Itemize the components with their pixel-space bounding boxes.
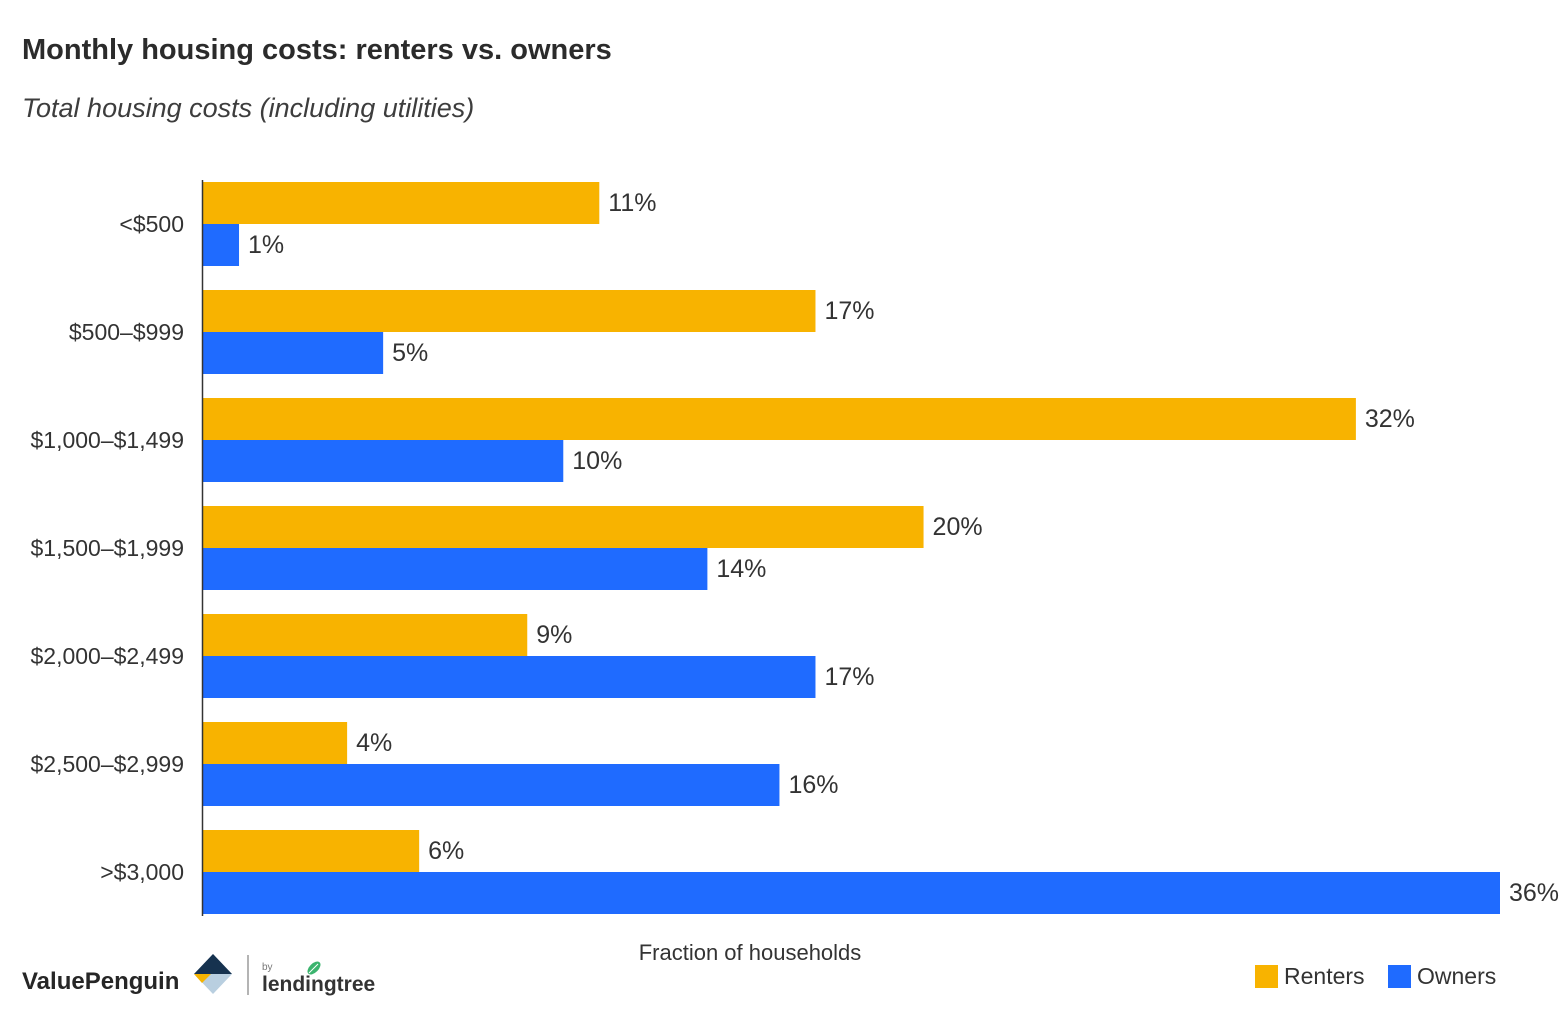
bar-renters-3: [203, 506, 924, 548]
bar-renters-6: [203, 830, 420, 872]
value-label-renters-1: 17%: [824, 297, 874, 325]
bar-owners-2: [203, 440, 564, 482]
value-label-owners-3: 14%: [716, 555, 766, 583]
category-label-1: $500–$999: [69, 319, 184, 345]
value-label-owners-4: 17%: [824, 663, 874, 691]
value-label-owners-2: 10%: [572, 447, 622, 475]
valuepenguin-wordmark: ValuePenguin: [22, 968, 179, 995]
bar-group-2: $1,000–$1,499 32% 10%: [31, 398, 1415, 482]
value-label-renters-2: 32%: [1365, 405, 1415, 433]
bar-owners-1: [203, 332, 384, 374]
bar-renters-4: [203, 614, 528, 656]
legend-label-renters: Renters: [1284, 963, 1365, 989]
bar-renters-1: [203, 290, 816, 332]
value-label-owners-6: 36%: [1509, 879, 1559, 907]
legend-label-owners: Owners: [1417, 963, 1496, 989]
value-label-renters-5: 4%: [356, 729, 392, 757]
bar-group-0: <$500 11% 1%: [119, 182, 656, 266]
bar-owners-0: [203, 224, 240, 266]
value-label-owners-1: 5%: [392, 339, 428, 367]
value-label-renters-6: 6%: [428, 837, 464, 865]
category-label-2: $1,000–$1,499: [31, 427, 185, 453]
by-label: by: [262, 962, 273, 973]
value-label-owners-5: 16%: [788, 771, 838, 799]
bar-renters-2: [203, 398, 1356, 440]
plot-area: <$500 11% 1% $500–$999 17% 5% $1,000–$1,499 32%…: [31, 182, 1559, 914]
legend-swatch-owners: [1388, 965, 1411, 988]
bar-owners-3: [203, 548, 708, 590]
branding-logo: ValuePenguin by lendingtree: [22, 954, 375, 996]
category-label-0: <$500: [119, 211, 184, 237]
legend: Renters Owners: [1255, 963, 1496, 989]
x-axis-label: Fraction of households: [639, 940, 862, 965]
category-label-6: >$3,000: [100, 859, 184, 885]
value-label-renters-3: 20%: [933, 513, 983, 541]
bar-renters-5: [203, 722, 348, 764]
lendingtree-leaf-icon: [307, 961, 321, 975]
lendingtree-wordmark: lendingtree: [262, 973, 375, 996]
bar-group-3: $1,500–$1,999 20% 14%: [31, 506, 983, 590]
chart-subtitle: Total housing costs (including utilities…: [22, 93, 474, 123]
category-label-4: $2,000–$2,499: [31, 643, 185, 669]
value-label-renters-4: 9%: [536, 621, 572, 649]
category-label-3: $1,500–$1,999: [31, 535, 185, 561]
bar-renters-0: [203, 182, 600, 224]
valuepenguin-diamond-icon: [194, 954, 232, 994]
bar-owners-6: [203, 872, 1500, 914]
category-label-5: $2,500–$2,999: [31, 751, 185, 777]
chart-title: Monthly housing costs: renters vs. owner…: [22, 34, 612, 66]
bar-group-5: $2,500–$2,999 4% 16%: [31, 722, 838, 806]
value-label-renters-0: 11%: [608, 189, 656, 217]
bar-group-6: >$3,000 6% 36%: [100, 830, 1559, 914]
legend-swatch-renters: [1255, 965, 1278, 988]
bar-owners-5: [203, 764, 780, 806]
bar-owners-4: [203, 656, 816, 698]
bar-group-1: $500–$999 17% 5%: [69, 290, 875, 374]
bar-group-4: $2,000–$2,499 9% 17%: [31, 614, 875, 698]
value-label-owners-0: 1%: [248, 231, 284, 259]
legend-item-owners: Owners: [1388, 963, 1496, 989]
legend-item-renters: Renters: [1255, 963, 1365, 989]
